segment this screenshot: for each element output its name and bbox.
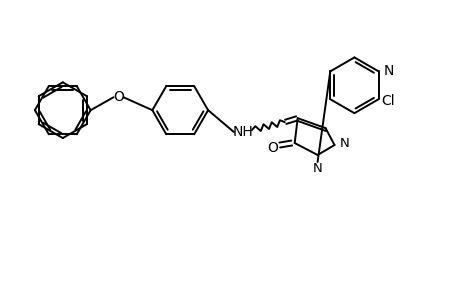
Text: N: N xyxy=(383,64,393,78)
Text: N: N xyxy=(339,136,348,149)
Text: O: O xyxy=(267,141,278,155)
Text: N: N xyxy=(312,162,322,175)
Text: NH: NH xyxy=(232,125,253,139)
Text: Cl: Cl xyxy=(381,94,394,108)
Text: O: O xyxy=(113,90,123,104)
